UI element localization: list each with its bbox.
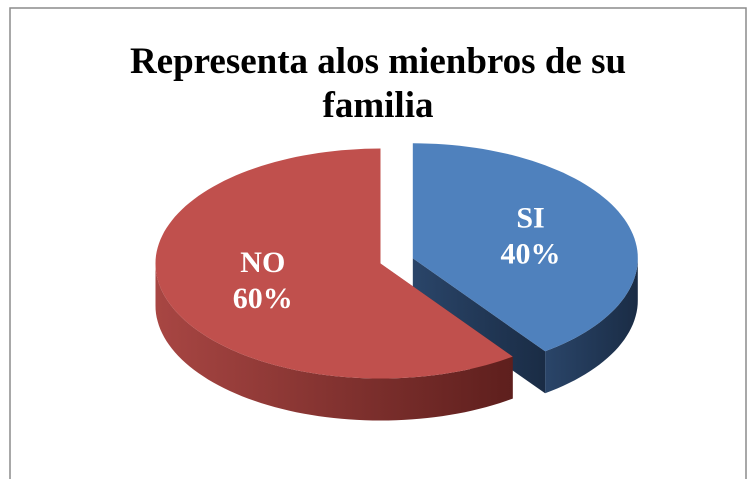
slice bbox=[412, 143, 638, 352]
slice bbox=[155, 148, 513, 379]
chart-frame bbox=[9, 7, 747, 479]
slice-side bbox=[545, 258, 638, 394]
slice-side bbox=[155, 263, 513, 421]
chart-title: Representa alos mienbros de su familia bbox=[129, 41, 627, 126]
slice-category-label: NO bbox=[240, 246, 285, 279]
slice-value-label: 40% bbox=[501, 238, 561, 271]
slice-category-label: SI bbox=[516, 202, 544, 235]
slice-value-label: 60% bbox=[233, 282, 293, 315]
